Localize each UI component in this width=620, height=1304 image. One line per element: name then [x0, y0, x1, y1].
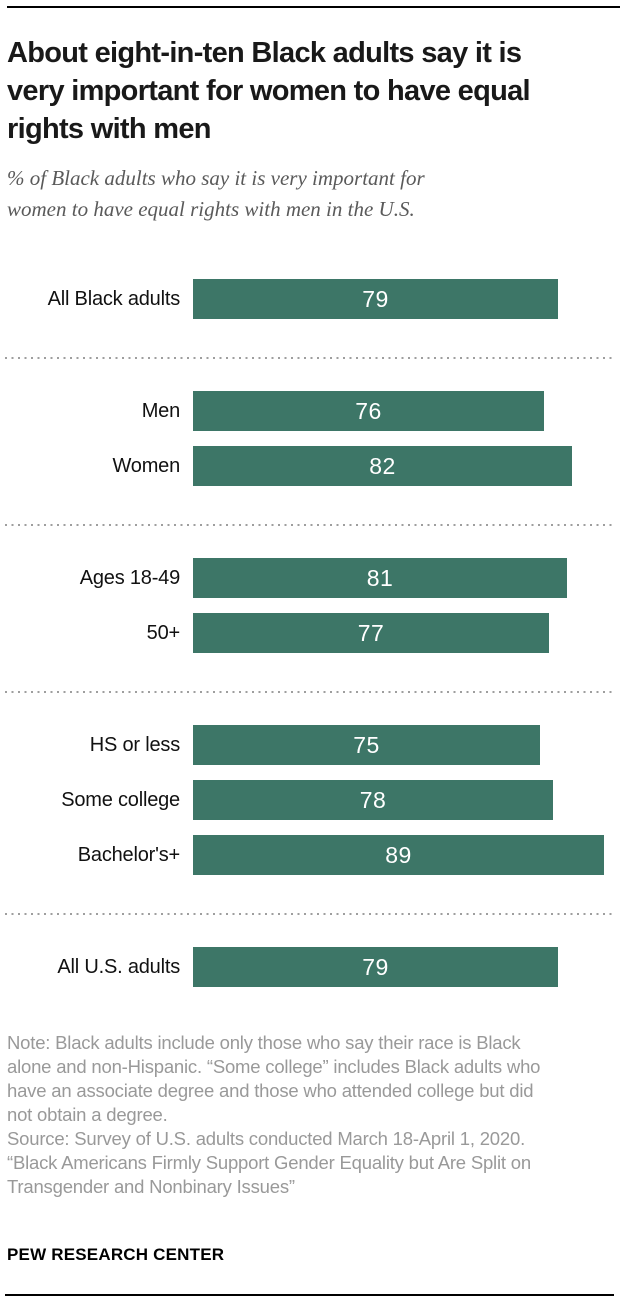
page-title: About eight-in-ten Black adults say it i…	[7, 34, 612, 148]
bar-label: Ages 18-49	[79, 566, 180, 589]
bar-row: Women 82	[0, 446, 620, 486]
bar: 82	[193, 446, 572, 486]
footnote-line: alone and non-Hispanic. “Some college” i…	[7, 1056, 541, 1077]
bar-value: 75	[353, 731, 380, 758]
bar-row: All Black adults 79	[0, 279, 620, 319]
bar-track: 89	[193, 835, 620, 875]
bar-chart: All Black adults 79 Men 76 Women 82 Ages 18-49…	[0, 279, 620, 987]
bar-group: HS or less 75 Some college 78 Bachelor's+ 89	[0, 725, 620, 875]
bar: 77	[193, 613, 549, 653]
bar-label: Men	[141, 399, 181, 422]
footnote-line: Note: Black adults include only those wh…	[7, 1032, 521, 1053]
bar-group: All U.S. adults 79	[0, 947, 620, 987]
bar-row: Ages 18-49 81	[0, 558, 620, 598]
bar-track: 79	[193, 947, 620, 987]
bar-group: Men 76 Women 82	[0, 391, 620, 486]
bar-row: Bachelor's+ 89	[0, 835, 620, 875]
bar-track: 79	[193, 279, 620, 319]
subtitle-line: women to have equal rights with men in t…	[7, 197, 415, 221]
footnote-line: not obtain a degree.	[7, 1104, 168, 1125]
bar-track: 75	[193, 725, 620, 765]
footnote-line: Transgender and Nonbinary Issues”	[7, 1176, 295, 1197]
bar-value: 76	[355, 397, 382, 424]
bar-value: 79	[362, 953, 389, 980]
group-divider	[5, 524, 614, 526]
bar-label: Bachelor's+	[77, 843, 180, 866]
bar-label: Women	[112, 454, 180, 477]
bar-group: All Black adults 79	[0, 279, 620, 319]
bar-value: 89	[385, 841, 412, 868]
top-rule	[7, 6, 620, 8]
bar: 79	[193, 279, 558, 319]
group-divider	[5, 357, 614, 359]
bar-value: 77	[357, 619, 385, 646]
bar-value: 79	[362, 285, 389, 312]
bar-row: All U.S. adults 79	[0, 947, 620, 987]
bar-label: 50+	[146, 621, 181, 644]
footnote-line: have an associate degree and those who a…	[7, 1080, 534, 1101]
bar-row: HS or less 75	[0, 725, 620, 765]
title-line: rights with men	[7, 113, 211, 145]
bar: 75	[193, 725, 540, 765]
title-line: very important for women to have equal	[7, 75, 531, 107]
group-divider	[5, 691, 614, 693]
bar: 79	[193, 947, 558, 987]
bar-track: 76	[193, 391, 620, 431]
bar-label: All U.S. adults	[57, 955, 180, 978]
bar-track: 81	[193, 558, 620, 598]
bar-value: 78	[359, 786, 387, 813]
bar: 89	[193, 835, 604, 875]
bar-value: 81	[366, 564, 394, 591]
bar-track: 77	[193, 613, 620, 653]
bar: 81	[193, 558, 567, 598]
group-divider	[5, 913, 614, 915]
bar-label: All Black adults	[47, 287, 181, 310]
footnote-line: Source: Survey of U.S. adults conducted …	[7, 1128, 526, 1149]
title-line: About eight-in-ten Black adults say it i…	[7, 37, 522, 69]
footnote: Note: Black adults include only those wh…	[7, 1031, 612, 1199]
bar-label: Some college	[61, 788, 180, 811]
bar-row: 50+ 77	[0, 613, 620, 653]
bar: 78	[193, 780, 553, 820]
subtitle-line: % of Black adults who say it is very imp…	[7, 166, 425, 190]
bottom-rule	[5, 1294, 614, 1296]
bar-group: Ages 18-49 81 50+ 77	[0, 558, 620, 653]
pew-research-center-logo: PEW RESEARCH CENTER	[7, 1245, 225, 1264]
chart-subtitle: % of Black adults who say it is very imp…	[7, 163, 612, 225]
bar: 76	[193, 391, 544, 431]
bar-row: Men 76	[0, 391, 620, 431]
footnote-line: “Black Americans Firmly Support Gender E…	[7, 1152, 531, 1173]
bar-track: 82	[193, 446, 620, 486]
bar-label: HS or less	[89, 733, 180, 756]
bar-row: Some college 78	[0, 780, 620, 820]
bar-value: 82	[369, 452, 396, 479]
bar-track: 78	[193, 780, 620, 820]
